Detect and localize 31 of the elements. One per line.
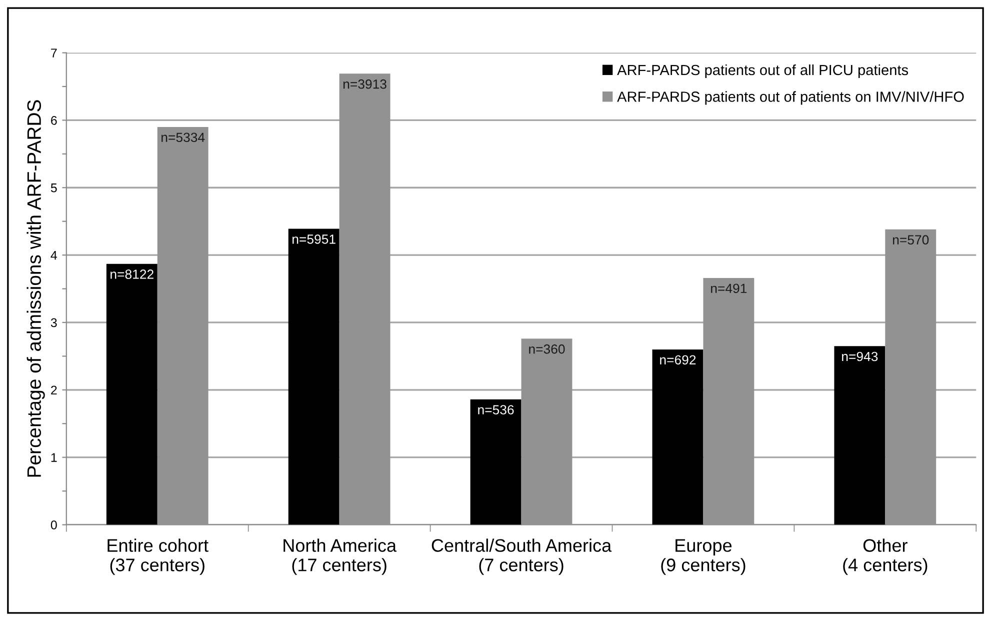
x-tick-label: Central/South America (7 centers) [432,538,612,575]
x-tick-label: Europe (9 centers) [661,539,746,575]
bar [834,346,886,525]
y-axis-title: Percentage of admissions with ARF-PARDS [26,100,45,477]
bar [106,264,158,525]
annotation: n=3913 [343,79,386,89]
annotation: n=360 [529,344,565,354]
annotation: n=536 [478,405,514,414]
annotation: n=5951 [292,234,336,244]
y-tick-label: 2 [51,386,57,394]
y-tick-label: 4 [50,250,58,260]
annotation: n=943 [842,352,878,362]
annotation: n=692 [660,355,696,365]
y-tick-label: 7 [51,48,57,58]
annotation: n=570 [892,235,929,245]
y-tick-label: 5 [50,184,57,192]
bar [470,399,522,525]
bar [652,349,704,525]
y-tick-label: 0 [50,520,57,530]
x-tick-label: Entire cohort (37 centers) [108,538,208,575]
annotation: n=8122 [110,270,154,279]
annotation: n=5334 [162,132,205,142]
bar [288,228,340,525]
y-tick-label: 1 [51,453,57,462]
x-tick-label: Other (4 centers) [843,538,928,575]
y-tick-label: 3 [50,318,57,328]
x-tick-label: North America (17 centers) [284,538,397,575]
annotation: n=491 [711,284,747,294]
legend-label: ARF-PARDS patients out of all PICU patients [617,64,908,78]
legend-label: ARF-PARDS patients out of patients on IMV/NIV/HFO [617,91,964,105]
y-tick-label: 6 [51,116,57,125]
